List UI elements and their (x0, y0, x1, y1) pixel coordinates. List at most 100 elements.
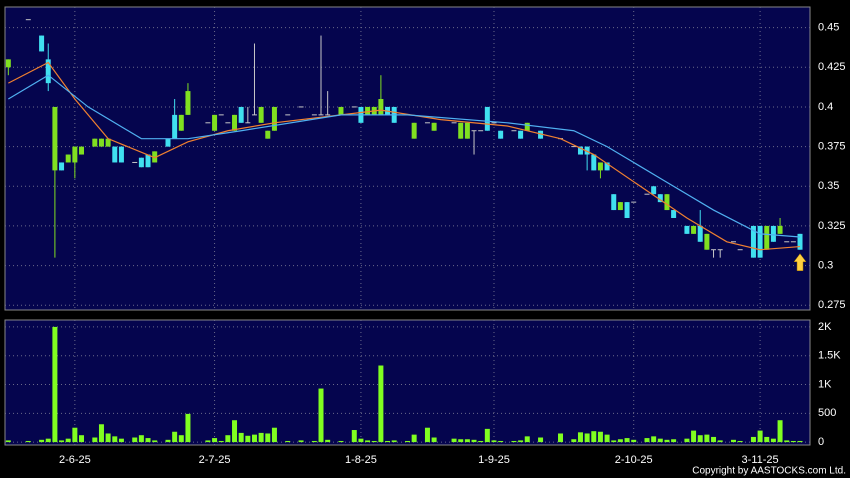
candle-body (458, 122, 464, 139)
candle-body (431, 122, 437, 131)
volume-bar (105, 433, 111, 443)
x-tick-label: 3-11-25 (742, 454, 779, 466)
volume-bar (5, 440, 11, 443)
volume-bar (258, 432, 264, 443)
volume-bar (405, 440, 410, 443)
volume-bar (764, 436, 770, 443)
candle-body (105, 138, 111, 147)
volume-bar (511, 440, 517, 443)
candle-body (498, 130, 504, 139)
candle-body (757, 225, 763, 258)
candle-body (411, 122, 417, 139)
volume-bar (464, 439, 470, 443)
y-tick-label: 0.35 (818, 180, 839, 192)
volume-bar (584, 433, 590, 443)
volume-bar (98, 424, 104, 443)
volume-bar (770, 438, 776, 443)
volume-bar (484, 428, 490, 443)
last-price-arrow (793, 253, 807, 271)
candle-body (238, 106, 244, 123)
volume-bar (52, 326, 58, 443)
volume-bar (45, 438, 51, 443)
candle-body (624, 202, 630, 218)
volume-bar (39, 439, 45, 443)
volume-bar (325, 439, 331, 443)
candle-body (265, 130, 271, 139)
volume-bar (132, 437, 138, 443)
volume-bar (218, 440, 224, 443)
volume-bar (65, 438, 71, 443)
volume-bar (172, 431, 178, 443)
volume-tick-label: 2K (818, 321, 832, 333)
volume-bar (777, 420, 783, 443)
volume-bar (558, 433, 564, 443)
candle-body (365, 106, 371, 115)
volume-bar (178, 435, 184, 443)
volume-bar (165, 439, 171, 443)
candle-body (591, 154, 597, 171)
candle-body (98, 138, 104, 147)
candle-body (611, 194, 617, 211)
y-tick-label: 0.4 (818, 101, 833, 113)
volume-bar (378, 365, 384, 443)
y-tick-label: 0.375 (818, 141, 846, 153)
volume-bar (185, 413, 191, 443)
volume-bar (251, 434, 257, 443)
volume-bar (225, 435, 231, 443)
volume-tick-label: 500 (818, 407, 836, 419)
y-tick-label: 0.425 (818, 61, 846, 73)
candle-body (258, 106, 264, 123)
candle-body (518, 130, 524, 139)
candle-body (338, 106, 344, 115)
candle-body (664, 194, 670, 211)
volume-tick-label: 1.5K (818, 350, 841, 362)
candle-body (72, 146, 78, 163)
volume-bar (518, 440, 524, 443)
candle-body (577, 146, 583, 155)
x-tick-label: 2-6-25 (59, 454, 91, 466)
candle-body (212, 114, 218, 131)
candle-body (112, 146, 118, 163)
candle-body (597, 162, 603, 171)
candle-body (138, 157, 144, 168)
candle-body (584, 146, 590, 155)
volume-bar (118, 438, 124, 443)
volume-bar (59, 440, 65, 443)
candle-body (145, 154, 151, 168)
volume-bar (138, 435, 144, 443)
volume-bar (697, 435, 703, 443)
volume-panel (4, 319, 811, 446)
candle-body (378, 99, 384, 115)
volume-bar (245, 435, 251, 443)
candle-body (691, 225, 697, 234)
x-tick-label: 2-10-25 (615, 454, 653, 466)
volume-bar (358, 438, 364, 443)
volume-bar (72, 427, 78, 443)
candle-body (704, 233, 710, 250)
candle-body (777, 225, 783, 234)
y-tick-label: 0.45 (818, 22, 839, 34)
candle-body (604, 162, 610, 171)
volume-bar (298, 440, 304, 443)
volume-tick-label: 0 (818, 436, 824, 448)
volume-bar (577, 432, 583, 443)
candle-body (651, 186, 657, 195)
candle-body (770, 225, 776, 242)
y-tick-label: 0.325 (818, 220, 846, 232)
volume-bar (651, 436, 657, 443)
volume-bar (205, 440, 211, 443)
candle-body (697, 225, 703, 242)
volume-bar (318, 388, 324, 443)
candle-body (524, 122, 530, 131)
volume-bar (624, 438, 630, 443)
candle-body (657, 194, 663, 203)
candle-body (45, 59, 51, 84)
candle-body (764, 225, 770, 250)
volume-bar (271, 427, 277, 443)
volume-bar (411, 434, 417, 443)
volume-bar (152, 440, 158, 443)
volume-bar (684, 438, 690, 443)
volume-bar (338, 440, 344, 443)
volume-tick-label: 1K (818, 378, 832, 390)
